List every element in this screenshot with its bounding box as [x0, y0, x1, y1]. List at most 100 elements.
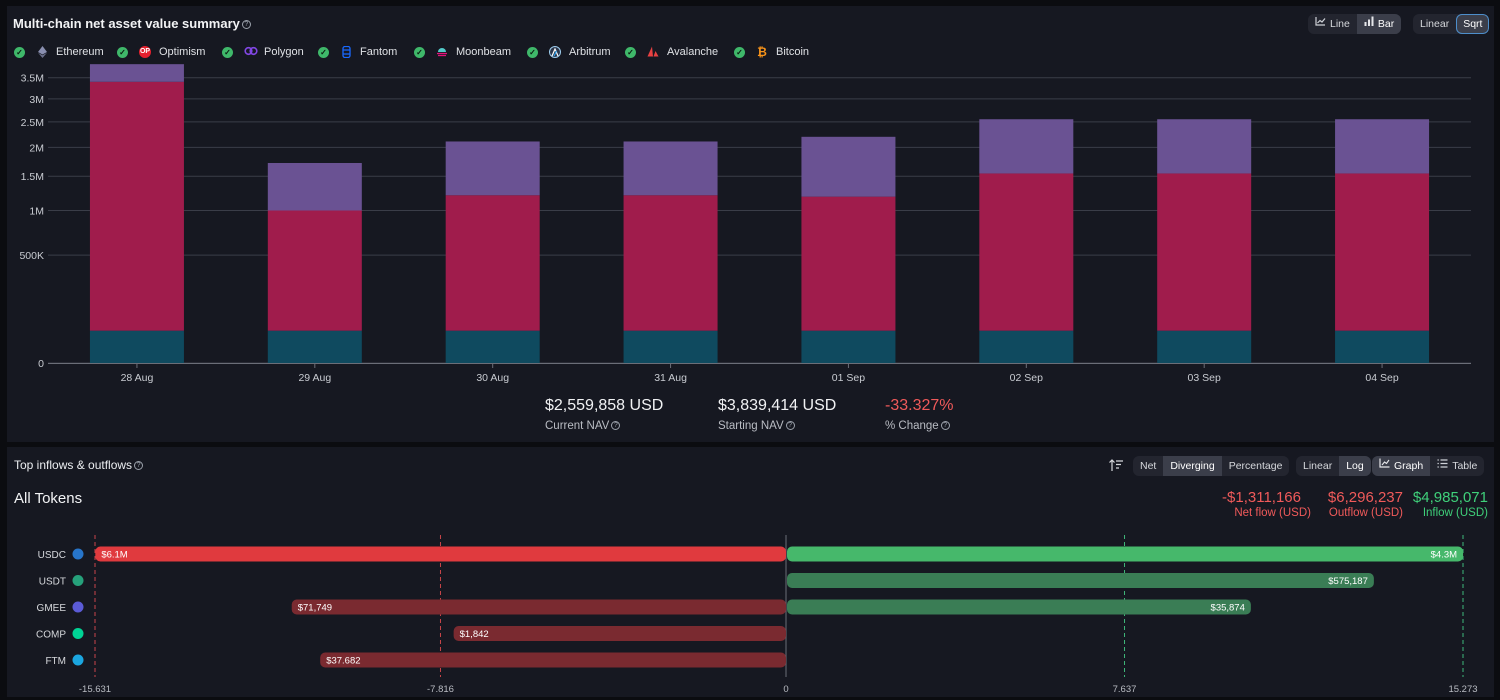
checkbox-checked-icon: ✓: [14, 46, 25, 58]
usdc-icon: [72, 548, 84, 560]
percentage-mode-button[interactable]: Percentage: [1222, 456, 1290, 476]
outflow-bar-label: $6.1M: [101, 550, 127, 561]
nav-bar-segment[interactable]: [267, 162, 362, 211]
outflow-value: $6,296,237: [1327, 489, 1403, 506]
checkbox-checked-icon: ✓: [625, 46, 636, 58]
nav-bar-segment[interactable]: [89, 330, 184, 363]
outflow-bar[interactable]: [95, 546, 787, 562]
nav-bar-segment[interactable]: [267, 330, 362, 363]
x-tick-label: 30 Aug: [476, 372, 509, 384]
fantom-icon: [340, 45, 352, 59]
x-tick-label: 03 Sep: [1188, 372, 1221, 384]
legend-item-ethereum[interactable]: ✓ Ethereum: [14, 45, 104, 59]
outflow-bar[interactable]: [453, 626, 786, 641]
flows-title: Top inflows & outflows: [14, 458, 133, 472]
nav-bar-segment[interactable]: [445, 330, 540, 363]
sqrt-scale-label: Sqrt: [1463, 18, 1483, 30]
nav-bar-segment[interactable]: [623, 195, 718, 331]
nav-summary-panel: Multi-chain net asset value summary? Lin…: [7, 6, 1494, 442]
outflow-bar[interactable]: [320, 652, 786, 668]
diverging-mode-button[interactable]: Diverging: [1163, 456, 1222, 476]
graph-icon: [1379, 456, 1390, 476]
legend-item-fantom[interactable]: ✓ Fantom: [318, 45, 397, 59]
nav-bar-segment[interactable]: [1335, 330, 1430, 363]
legend-item-bitcoin[interactable]: ✓ ₿ Bitcoin: [734, 45, 809, 59]
gmee-icon: [72, 601, 84, 613]
legend-item-polygon[interactable]: ✓ Polygon: [222, 45, 304, 59]
table-icon: [1437, 456, 1448, 476]
line-chart-label: Line: [1330, 18, 1350, 30]
checkbox-checked-icon: ✓: [414, 46, 425, 58]
graph-view-button[interactable]: Graph: [1372, 456, 1431, 476]
inflow-bar[interactable]: [787, 573, 1374, 588]
legend-label-avalanche: Avalanche: [667, 46, 719, 58]
flows-subtitle: All Tokens: [14, 490, 83, 507]
chart-type-toggle: Line Bar: [1308, 14, 1402, 34]
legend-label-bitcoin: Bitcoin: [776, 46, 810, 58]
help-icon[interactable]: ?: [134, 461, 144, 470]
nav-bar-segment[interactable]: [1157, 330, 1252, 363]
inflow-bar[interactable]: [787, 546, 1464, 562]
checkbox-checked-icon: ✓: [222, 46, 233, 58]
x-tick-label: 28 Aug: [121, 372, 154, 384]
checkbox-checked-icon: ✓: [117, 46, 128, 58]
nav-bar-segment[interactable]: [979, 330, 1074, 363]
nav-bar-segment[interactable]: [979, 119, 1074, 174]
legend-item-optimism[interactable]: ✓ OP Optimism: [117, 45, 205, 59]
percentage-mode-label: Percentage: [1228, 460, 1283, 472]
net-mode-button[interactable]: Net: [1133, 456, 1163, 476]
legend-item-avalanche[interactable]: ✓ Avalanche: [625, 45, 718, 59]
nav-bar-segment[interactable]: [979, 173, 1074, 331]
linear-scale-button[interactable]: Linear: [1413, 14, 1456, 34]
nav-bar-segment[interactable]: [801, 196, 896, 331]
nav-bar-segment[interactable]: [1335, 119, 1430, 174]
bitcoin-icon: ₿: [757, 45, 767, 59]
help-icon[interactable]: ?: [785, 421, 795, 430]
outflow-label: Outflow (USD): [1328, 507, 1403, 519]
nav-bar-chart: 0 500K 1M 1.5M 2M 2.5M 3M 3.5M 28 Aug 29 Aug 30 Au…: [19, 64, 1471, 384]
nav-bar-segment[interactable]: [1157, 173, 1252, 331]
outflow-bar[interactable]: [291, 599, 786, 615]
token-label: USDT: [39, 577, 66, 588]
inflow-bar[interactable]: [787, 599, 1251, 615]
line-chart-button[interactable]: Line: [1308, 14, 1357, 34]
legend-item-moonbeam[interactable]: ✓ Moonbeam: [414, 45, 511, 59]
nav-bar-segment[interactable]: [801, 136, 896, 197]
y-tick-label: 3M: [29, 94, 44, 106]
nav-bar-segment[interactable]: [445, 141, 540, 196]
inflow-value: $4,985,071: [1412, 489, 1488, 506]
help-icon[interactable]: ?: [940, 421, 950, 430]
sqrt-scale-button[interactable]: Sqrt: [1456, 14, 1490, 34]
moonbeam-icon: [436, 46, 448, 58]
sort-icon[interactable]: [1109, 459, 1125, 475]
nav-bar-segment[interactable]: [89, 81, 184, 331]
nav-bar-segment[interactable]: [623, 330, 718, 363]
bar-chart-label: Bar: [1377, 18, 1395, 30]
nav-bar-segment[interactable]: [445, 195, 540, 331]
help-icon[interactable]: ?: [611, 421, 621, 430]
nav-bar-segment[interactable]: [1157, 119, 1252, 174]
token-label: FTM: [45, 656, 66, 667]
starting-nav-value: $3,839,414 USD: [718, 397, 837, 414]
nav-bar-segment[interactable]: [1335, 173, 1430, 331]
help-icon[interactable]: ?: [241, 20, 251, 29]
nav-bar-segment[interactable]: [89, 64, 184, 82]
nav-summary-title-wrap: Multi-chain net asset value summary?: [13, 16, 251, 31]
nav-bar-segment[interactable]: [801, 330, 896, 363]
nav-bar-segment[interactable]: [623, 141, 718, 196]
flow-mode-toggle: Net Diverging Percentage: [1133, 456, 1290, 476]
y-tick-label: 1.5M: [21, 171, 44, 183]
legend-label-ethereum: Ethereum: [56, 46, 104, 58]
legend-item-arbitrum[interactable]: ✓ Arbitrum: [527, 45, 611, 59]
table-view-label: Table: [1452, 460, 1478, 472]
linear-scale-button[interactable]: Linear: [1296, 456, 1339, 476]
log-scale-button[interactable]: Log: [1339, 456, 1371, 476]
polygon-icon: [244, 46, 258, 58]
starting-nav-label: Starting NAV: [718, 420, 784, 432]
x-tick-label: 29 Aug: [298, 372, 331, 384]
table-view-button[interactable]: Table: [1430, 456, 1484, 476]
nav-bar-segment[interactable]: [267, 210, 362, 331]
bar-chart-button[interactable]: Bar: [1356, 14, 1402, 34]
y-tick-label: 2.5M: [21, 117, 44, 129]
token-label: GMEE: [37, 603, 67, 614]
